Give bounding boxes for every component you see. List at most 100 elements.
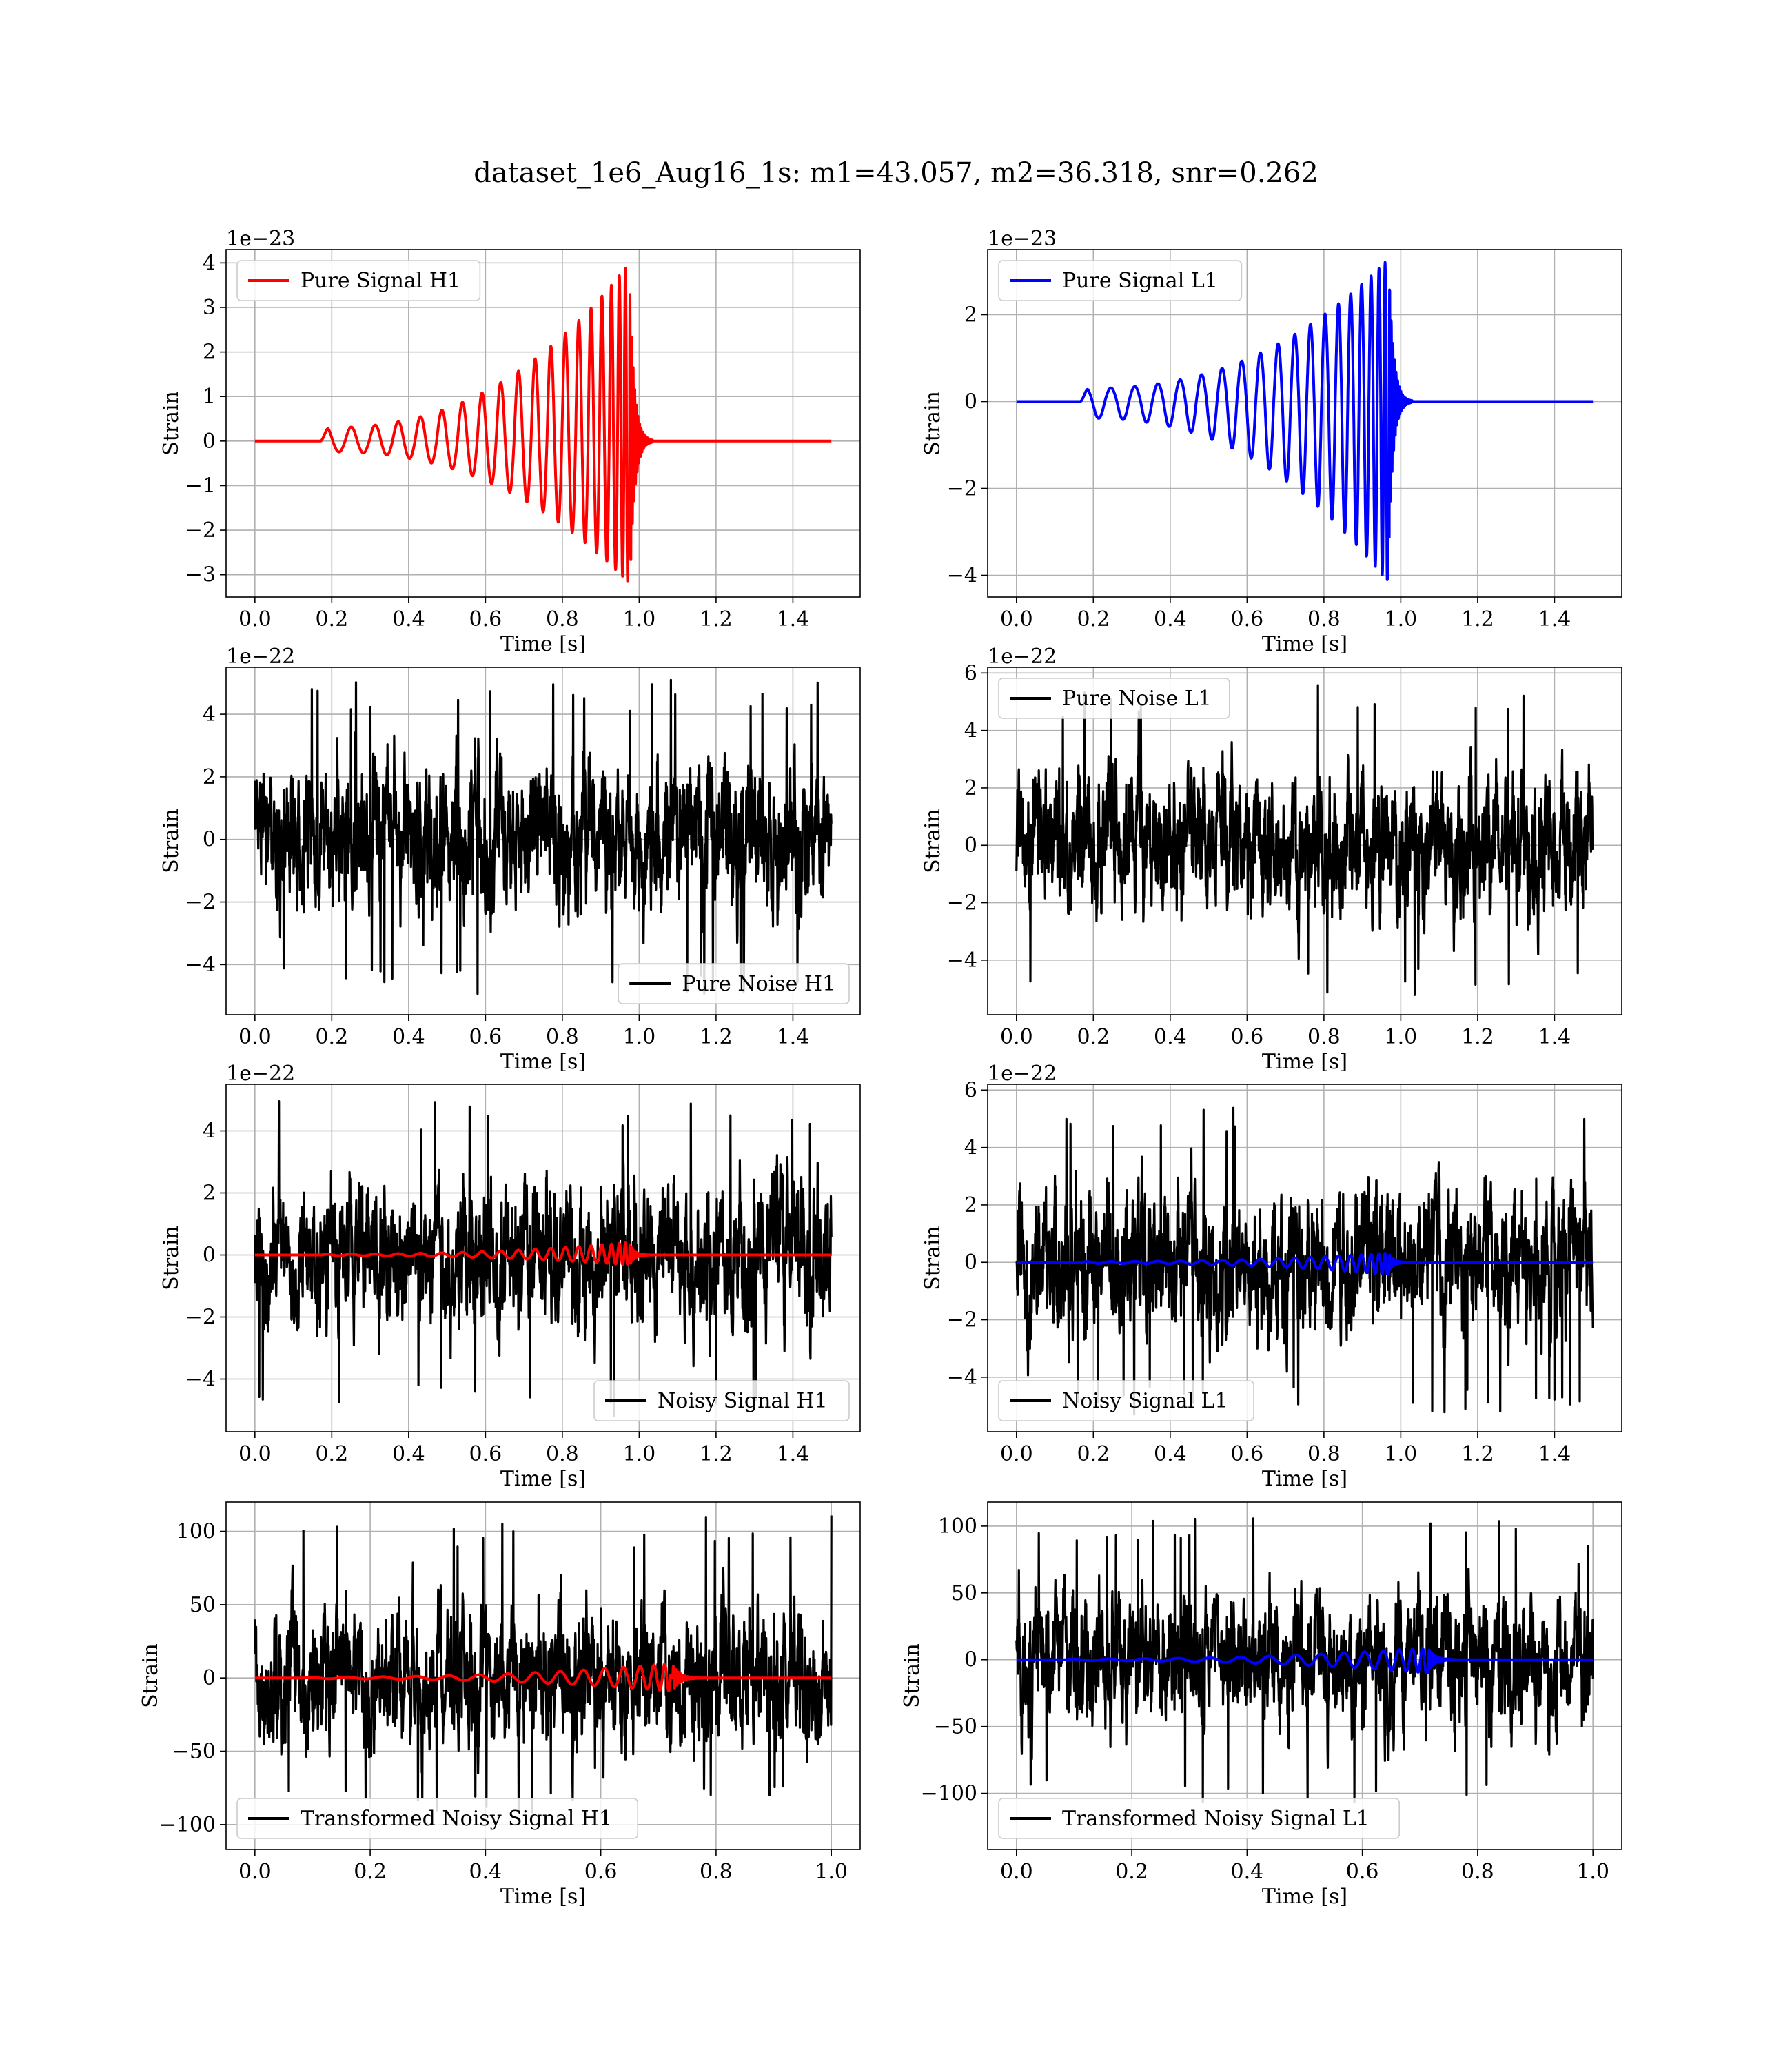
y-tick-label: 100 [938,1514,977,1539]
legend-label: Pure Signal L1 [1062,269,1218,293]
x-axis-label: Time [s] [1262,1467,1347,1491]
y-tick-label: −2 [185,1306,216,1330]
y-tick-label: −100 [159,1813,216,1837]
axes-frame [225,667,861,1015]
axis-offset-text: 1e−23 [988,227,1057,251]
legend-label: Pure Noise H1 [682,972,835,996]
y-tick-label: 0 [964,1648,977,1672]
legend-box [998,1798,1401,1839]
x-tick-label: 0.4 [1154,607,1187,631]
y-axis-label: Strain [921,391,945,456]
x-tick-label: 0.4 [469,1860,502,1884]
x-tick-label: 0.8 [546,1442,579,1466]
x-tick-label: 0.8 [546,1025,579,1049]
y-axis-label: Strain [900,1643,924,1708]
y-tick-label: −4 [947,949,977,973]
legend: Pure Noise L1 [998,678,1230,719]
chart-panel-transformed-noisy-signal-h1: 0.0 0.2 0.4 0.6 0.8 1.0 −100 −50 0 50 100 Time [s] S… [139,1501,861,1909]
legend-box [236,1798,639,1839]
y-tick-label: −1 [185,474,216,498]
series-line-noise [1015,1517,1594,1803]
axis-offset-text: 1e−22 [988,645,1057,669]
x-tick-label: 0.6 [1346,1860,1379,1884]
x-tick-label: 1.0 [815,1860,848,1884]
y-tick-label: 4 [203,251,216,275]
y-tick-label: −3 [185,563,216,587]
series-line-signal [1015,1646,1594,1674]
y-tick-label: 0 [964,1250,977,1275]
x-axis-label: Time [s] [500,1050,586,1074]
x-tick-label: 0.0 [1000,1025,1033,1049]
y-tick-label: −2 [185,891,216,915]
x-tick-label: 0.0 [1000,607,1033,631]
y-tick-label: −4 [947,564,977,588]
x-tick-label: 0.8 [1307,607,1341,631]
x-tick-label: 0.6 [1231,1025,1264,1049]
x-tick-label: 0.8 [1307,1025,1341,1049]
y-tick-label: 0 [203,828,216,852]
axes-frame [987,1501,1622,1850]
y-tick-label: 2 [203,765,216,789]
y-tick-label: −2 [185,518,216,543]
legend-label: Transformed Noisy Signal L1 [1062,1807,1370,1831]
x-tick-label: 1.2 [1461,1442,1494,1466]
legend-box [618,963,850,1004]
x-tick-label: 0.2 [315,607,348,631]
x-tick-label: 0.2 [1077,607,1110,631]
x-tick-label: 0.6 [469,607,502,631]
x-axis-label: Time [s] [1262,1885,1347,1909]
axis-offset-text: 1e−22 [988,1062,1057,1086]
axis-offset-text: 1e−22 [226,645,295,669]
x-axis-label: Time [s] [500,632,586,656]
y-tick-label: 0 [203,1244,216,1268]
axis-offset-text: 1e−22 [226,1062,295,1086]
x-tick-label: 0.2 [1115,1860,1148,1884]
x-tick-label: 1.0 [623,1025,656,1049]
chart-panel-pure-signal-l1: 0.0 0.2 0.4 0.6 0.8 1.0 1.2 1.4 −4 −2 0 2 Time [s] St… [921,227,1622,656]
series-line-signal [1015,261,1594,581]
legend-label: Noisy Signal H1 [658,1389,828,1413]
x-tick-label: 0.0 [238,1442,272,1466]
figure-title: dataset_1e6_Aug16_1s: m1=43.057, m2=36.3… [474,157,1318,189]
y-tick-label: −50 [934,1715,977,1739]
legend: Noisy Signal L1 [998,1380,1254,1421]
y-tick-label: 4 [964,719,977,743]
series-line-noise [1015,1106,1594,1416]
chart-panel-pure-noise-h1: 0.0 0.2 0.4 0.6 0.8 1.0 1.2 1.4 −4 −2 0 2 4 Time [s] S… [159,645,861,1074]
x-tick-label: 0.6 [469,1442,502,1466]
legend-box [998,1380,1254,1421]
y-tick-label: 3 [203,296,216,320]
legend-box [593,1380,850,1421]
y-tick-label: −4 [185,953,216,977]
x-tick-label: 0.0 [1000,1442,1033,1466]
x-tick-label: 1.2 [700,1442,733,1466]
x-tick-label: 0.8 [1461,1860,1494,1884]
y-tick-label: 0 [964,833,977,858]
x-tick-label: 0.4 [1154,1442,1187,1466]
series-line-signal [254,1663,833,1692]
x-tick-label: 1.4 [1538,607,1571,631]
y-tick-label: −50 [172,1740,216,1764]
legend-label: Pure Noise L1 [1062,687,1212,711]
series-line-noise [254,678,833,995]
x-axis-label: Time [s] [1262,632,1347,656]
x-tick-label: 0.4 [392,1442,425,1466]
axes-frame [225,1084,861,1432]
legend-label: Transformed Noisy Signal H1 [301,1807,612,1831]
y-tick-label: −2 [947,477,977,501]
legend-label: Pure Signal H1 [301,269,460,293]
y-tick-label: 2 [964,303,977,327]
y-tick-label: 2 [203,341,216,365]
y-axis-label: Strain [159,809,183,873]
y-tick-label: 2 [964,776,977,800]
series-line-noise [254,1100,833,1417]
axes-frame [225,1501,861,1850]
x-tick-label: 0.2 [315,1442,348,1466]
x-tick-label: 1.4 [777,1025,810,1049]
series-line-signal [1015,1251,1594,1276]
x-tick-label: 1.0 [1576,1860,1609,1884]
x-tick-label: 0.8 [700,1860,733,1884]
y-tick-label: −4 [185,1368,216,1392]
x-tick-label: 1.4 [1538,1442,1571,1466]
x-tick-label: 0.2 [1077,1442,1110,1466]
